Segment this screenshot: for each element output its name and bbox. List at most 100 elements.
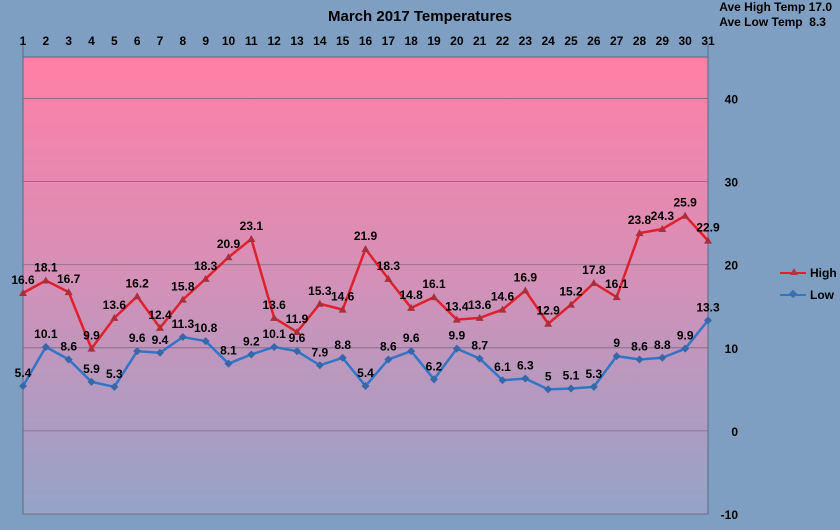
point-low	[498, 376, 507, 385]
data-label-high: 13.6	[103, 298, 127, 312]
point-high	[361, 244, 370, 252]
x-tick-label: 24	[541, 34, 555, 48]
point-high	[315, 299, 324, 307]
point-low	[224, 359, 233, 368]
data-label-high: 12.9	[536, 304, 560, 318]
data-label-low: 8.6	[631, 339, 648, 353]
data-label-low: 9.2	[243, 334, 260, 348]
data-label-high: 16.7	[57, 272, 81, 286]
data-label-high: 23.8	[628, 213, 652, 227]
point-low	[589, 382, 598, 391]
point-high	[338, 305, 347, 313]
point-high	[110, 313, 119, 321]
x-tick-label: 5	[111, 34, 118, 48]
data-label-low: 9.9	[448, 329, 465, 343]
data-label-high: 25.9	[673, 196, 697, 210]
ave-low-value: 8.3	[809, 15, 826, 29]
x-tick-label: 21	[473, 34, 487, 48]
data-label-high: 20.9	[217, 237, 241, 251]
x-tick-label: 31	[701, 34, 715, 48]
data-label-high: 11.9	[286, 312, 309, 326]
data-label-low: 8.1	[220, 344, 237, 358]
data-label-high: 13.6	[262, 298, 286, 312]
point-high	[544, 319, 553, 327]
legend-swatch-low	[780, 289, 806, 301]
x-tick-label: 19	[427, 34, 441, 48]
point-high	[87, 344, 96, 352]
x-tick-label: 10	[222, 34, 236, 48]
x-tick-label: 9	[202, 34, 209, 48]
x-tick-label: 26	[587, 34, 601, 48]
ave-low-label: Ave Low Temp	[719, 15, 803, 29]
point-low	[247, 350, 256, 359]
legend-label-low: Low	[810, 288, 834, 302]
point-low	[293, 347, 301, 356]
data-label-high: 21.9	[354, 229, 378, 243]
data-label-low: 5.3	[106, 367, 123, 381]
data-label-low: 7.9	[311, 345, 328, 359]
point-low	[430, 375, 438, 384]
point-low	[64, 355, 73, 364]
data-label-low: 10.1	[262, 327, 286, 341]
point-low	[544, 385, 553, 394]
data-label-low: 8.6	[380, 339, 397, 353]
x-tick-label: 28	[633, 34, 647, 48]
point-low	[178, 333, 187, 342]
point-low	[315, 361, 324, 370]
point-low	[87, 377, 96, 386]
data-label-high: 18.1	[34, 261, 58, 275]
point-low	[635, 355, 644, 364]
data-label-low: 9.6	[289, 331, 306, 345]
data-label-low: 5.4	[15, 366, 32, 380]
data-label-high: 13.4	[445, 300, 469, 314]
y-tick-label: 40	[725, 93, 739, 107]
point-high	[41, 276, 50, 284]
point-low	[338, 353, 347, 362]
point-low	[110, 382, 119, 391]
data-label-low: 5.9	[83, 362, 100, 376]
x-tick-label: 1	[20, 34, 27, 48]
point-low	[201, 337, 210, 346]
legend-swatch-high	[780, 267, 806, 279]
data-label-high: 13.6	[468, 298, 492, 312]
data-label-low: 8.8	[334, 338, 351, 352]
point-high	[384, 274, 393, 282]
data-label-high: 16.9	[514, 270, 538, 284]
data-label-low: 10.1	[34, 327, 58, 341]
point-high	[704, 236, 712, 244]
x-tick-label: 17	[382, 34, 396, 48]
x-tick-label: 20	[450, 34, 464, 48]
legend-item-high: High	[780, 262, 837, 284]
x-tick-label: 8	[179, 34, 186, 48]
data-label-low: 11.3	[171, 317, 194, 331]
data-label-high: 15.2	[559, 285, 583, 299]
data-label-low: 9.6	[129, 331, 146, 345]
legend-label-high: High	[810, 266, 837, 280]
x-tick-label: 30	[678, 34, 692, 48]
data-label-low: 6.3	[517, 359, 534, 373]
data-label-high: 15.3	[308, 284, 332, 298]
point-low	[475, 354, 484, 363]
point-high	[201, 274, 210, 282]
point-high	[567, 300, 575, 308]
summary-stats: Ave High Temp 17.0 Ave Low Temp 8.3	[719, 0, 832, 30]
point-low	[612, 352, 621, 361]
point-high	[521, 286, 530, 294]
point-high	[635, 229, 644, 237]
point-high	[133, 292, 142, 300]
point-high	[681, 211, 690, 219]
y-tick-label: 30	[725, 176, 739, 190]
data-label-high: 16.2	[125, 276, 149, 290]
ave-high-stat: Ave High Temp 17.0	[719, 0, 832, 15]
data-label-low: 13.3	[696, 300, 720, 314]
point-high	[430, 293, 438, 301]
ave-high-label: Ave High Temp	[719, 0, 806, 14]
data-label-high: 16.1	[422, 277, 446, 291]
point-high	[224, 253, 233, 261]
x-tick-label: 22	[496, 34, 510, 48]
x-tick-label: 11	[245, 34, 258, 48]
point-high	[64, 288, 73, 296]
legend: High Low	[780, 262, 837, 306]
point-high	[178, 295, 187, 303]
